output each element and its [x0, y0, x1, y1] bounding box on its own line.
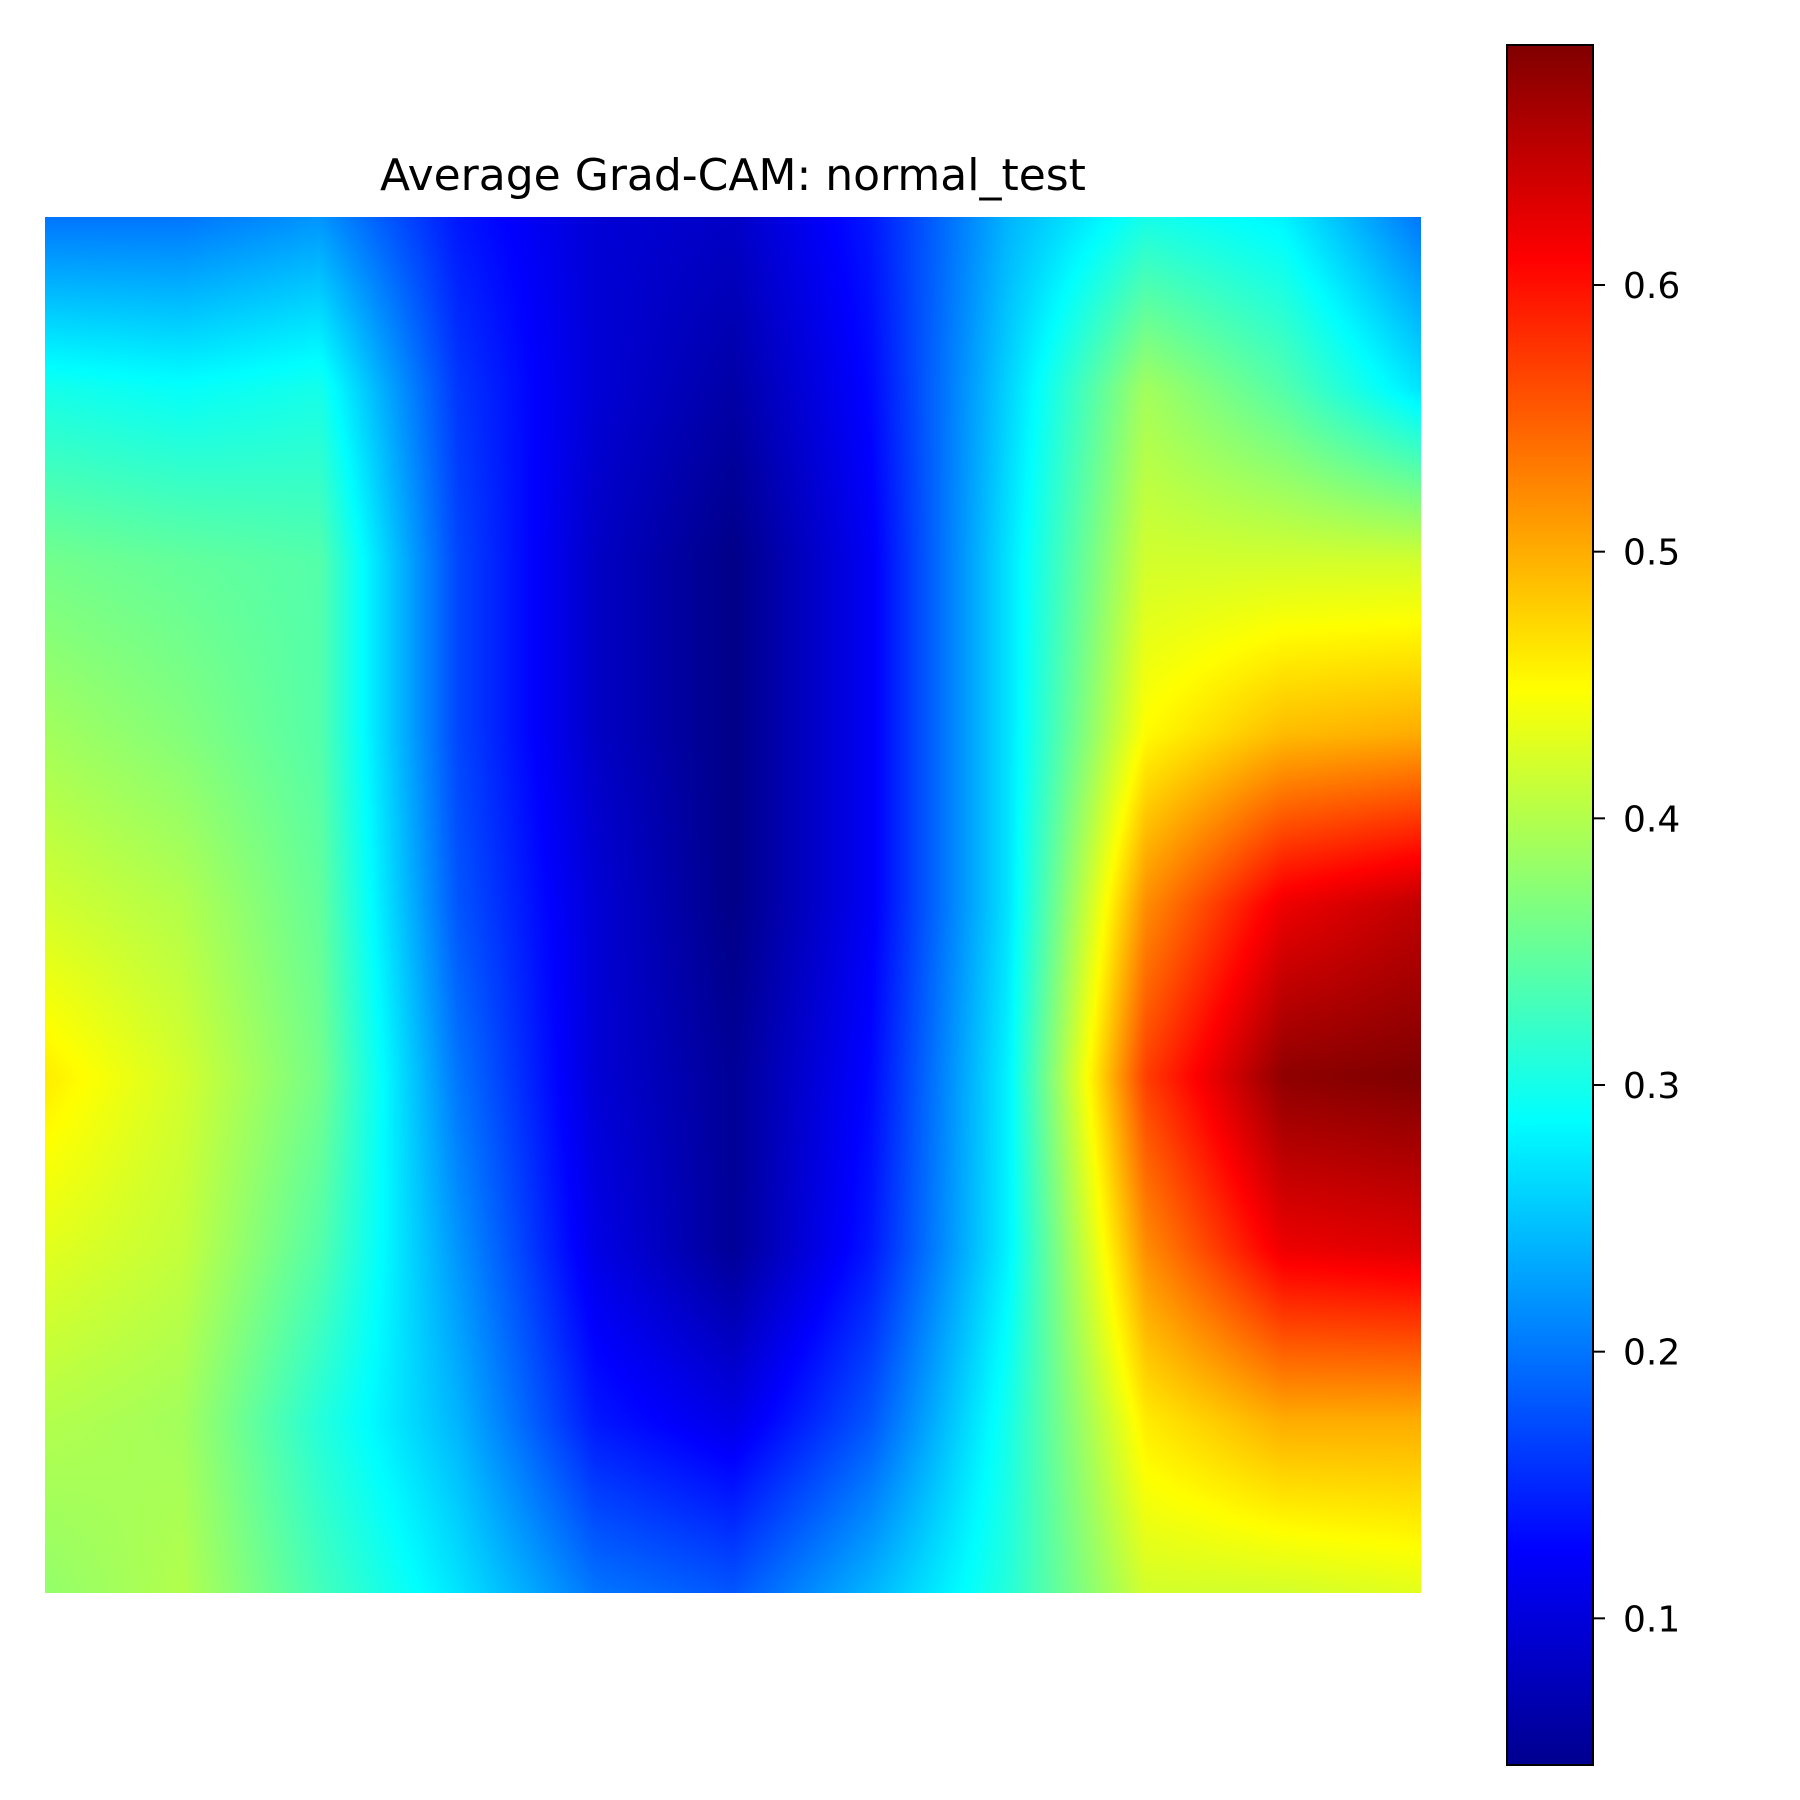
- colorbar-tick-label: 0.4: [1623, 799, 1680, 840]
- chart-title: Average Grad-CAM: normal_test: [380, 150, 1086, 201]
- colorbar: 0.1 0.2 0.3 0.4 0.5 0.6: [1506, 44, 1680, 1766]
- colorbar-tick-label: 0.1: [1623, 1599, 1680, 1640]
- colorbar-tick-label: 0.5: [1623, 533, 1680, 574]
- colorbar-tick-label: 0.3: [1623, 1066, 1680, 1107]
- colorbar-tick-label: 0.2: [1623, 1333, 1680, 1374]
- heatmap-image: [45, 217, 1421, 1593]
- heatmap: [45, 217, 1421, 1593]
- colorbar-ticks: 0.1 0.2 0.3 0.4 0.5 0.6: [1593, 266, 1680, 1640]
- colorbar-gradient: [1506, 44, 1594, 1766]
- colorbar-tick-label: 0.6: [1623, 266, 1680, 307]
